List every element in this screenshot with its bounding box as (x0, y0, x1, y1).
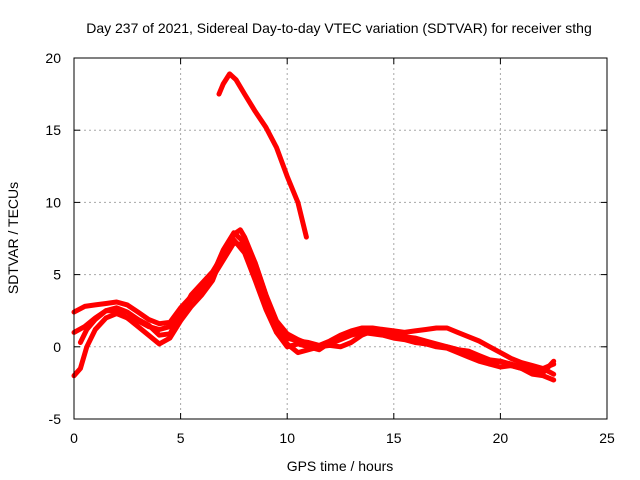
series-line-arc-1 (216, 71, 309, 240)
y-axis-label: SDTVAR / TECUs (5, 182, 21, 294)
x-tick-label: 0 (70, 430, 78, 446)
y-tick-label: 10 (45, 194, 61, 210)
x-tick-label: 20 (493, 430, 509, 446)
axis-ticks: 0 5 10 15 20 25 -5 0 5 10 15 20 (45, 50, 615, 446)
y-tick-label: 5 (53, 267, 61, 283)
x-axis-label: GPS time / hours (287, 458, 394, 474)
x-tick-label: 5 (177, 430, 185, 446)
series-line-arc-5 (77, 240, 557, 376)
series-line-arc-2 (71, 227, 557, 379)
y-tick-label: 0 (53, 339, 61, 355)
series-line-arc-4 (71, 230, 557, 377)
x-tick-label: 10 (279, 430, 295, 446)
y-tick-label: -5 (49, 411, 62, 427)
data-series (71, 71, 557, 383)
x-tick-label: 25 (599, 430, 615, 446)
x-tick-label: 15 (386, 430, 402, 446)
chart-title: Day 237 of 2021, Sidereal Day-to-day VTE… (86, 20, 592, 36)
y-tick-label: 20 (45, 50, 61, 66)
series-line-arc-3 (71, 237, 557, 383)
y-tick-label: 15 (45, 122, 61, 138)
plot-frame (73, 57, 608, 420)
